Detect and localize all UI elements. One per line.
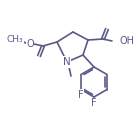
Text: N: N xyxy=(63,57,71,67)
Text: OH: OH xyxy=(120,36,135,46)
Text: F: F xyxy=(78,90,84,100)
Text: O: O xyxy=(26,39,34,49)
Text: CH₃: CH₃ xyxy=(7,36,23,45)
Text: F: F xyxy=(91,98,97,108)
